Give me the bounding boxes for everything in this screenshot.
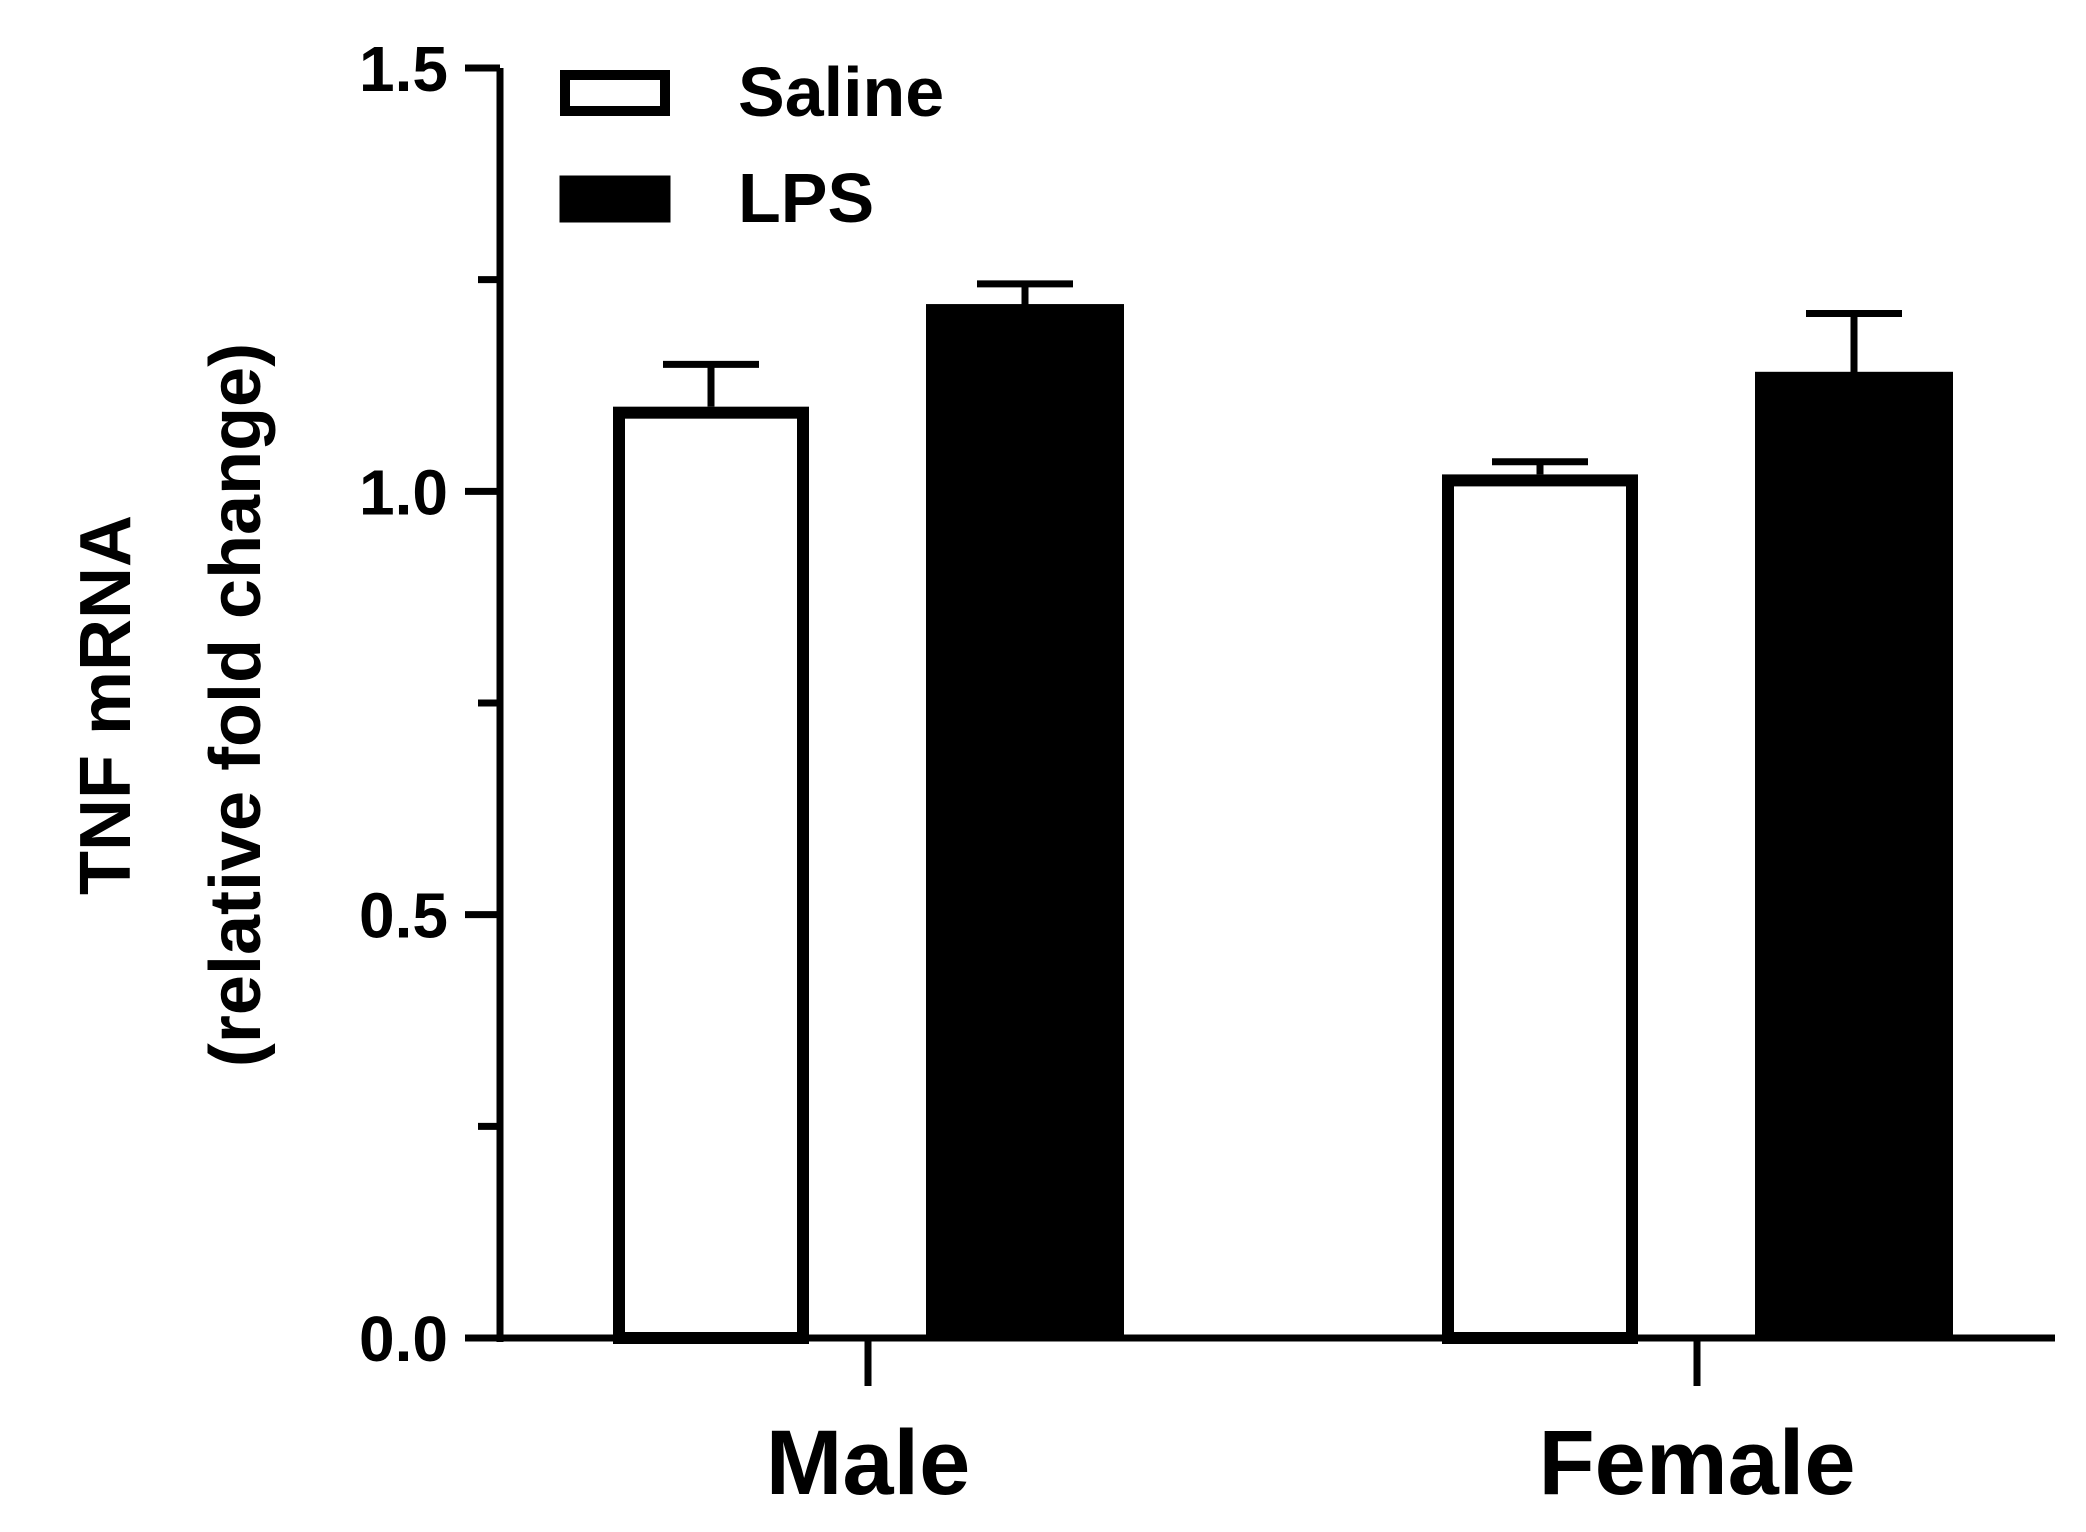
bar-saline-female xyxy=(1442,474,1638,1344)
legend-swatch-lps xyxy=(559,175,671,223)
y-tick-label: 1.5 xyxy=(359,33,448,105)
bar-lps-male xyxy=(926,304,1124,1340)
y-tick-label: 0.0 xyxy=(359,1303,448,1375)
x-category-label: Male xyxy=(766,1412,971,1514)
y-tick-label: 0.5 xyxy=(359,880,448,952)
bars xyxy=(613,304,1953,1344)
error-bars xyxy=(663,280,1902,475)
y-axis-title: TNF mRNA (relative fold change) xyxy=(66,343,276,1067)
y-axis-title-line1: TNF mRNA xyxy=(66,515,146,895)
y-axis-title-line2: (relative fold change) xyxy=(196,343,276,1067)
legend-label-lps: LPS xyxy=(738,159,874,237)
x-category-label: Female xyxy=(1538,1412,1855,1514)
y-tick-label: 1.0 xyxy=(359,456,448,528)
legend: Saline LPS xyxy=(559,53,944,237)
bar-saline-male xyxy=(613,406,809,1344)
legend-label-saline: Saline xyxy=(738,53,944,131)
bar-lps-female xyxy=(1755,371,1953,1339)
labels: 0.0 0.5 1.0 1.5 Male Female TNF mRNA (relative … xyxy=(66,33,1856,1514)
legend-swatch-saline xyxy=(560,70,670,116)
